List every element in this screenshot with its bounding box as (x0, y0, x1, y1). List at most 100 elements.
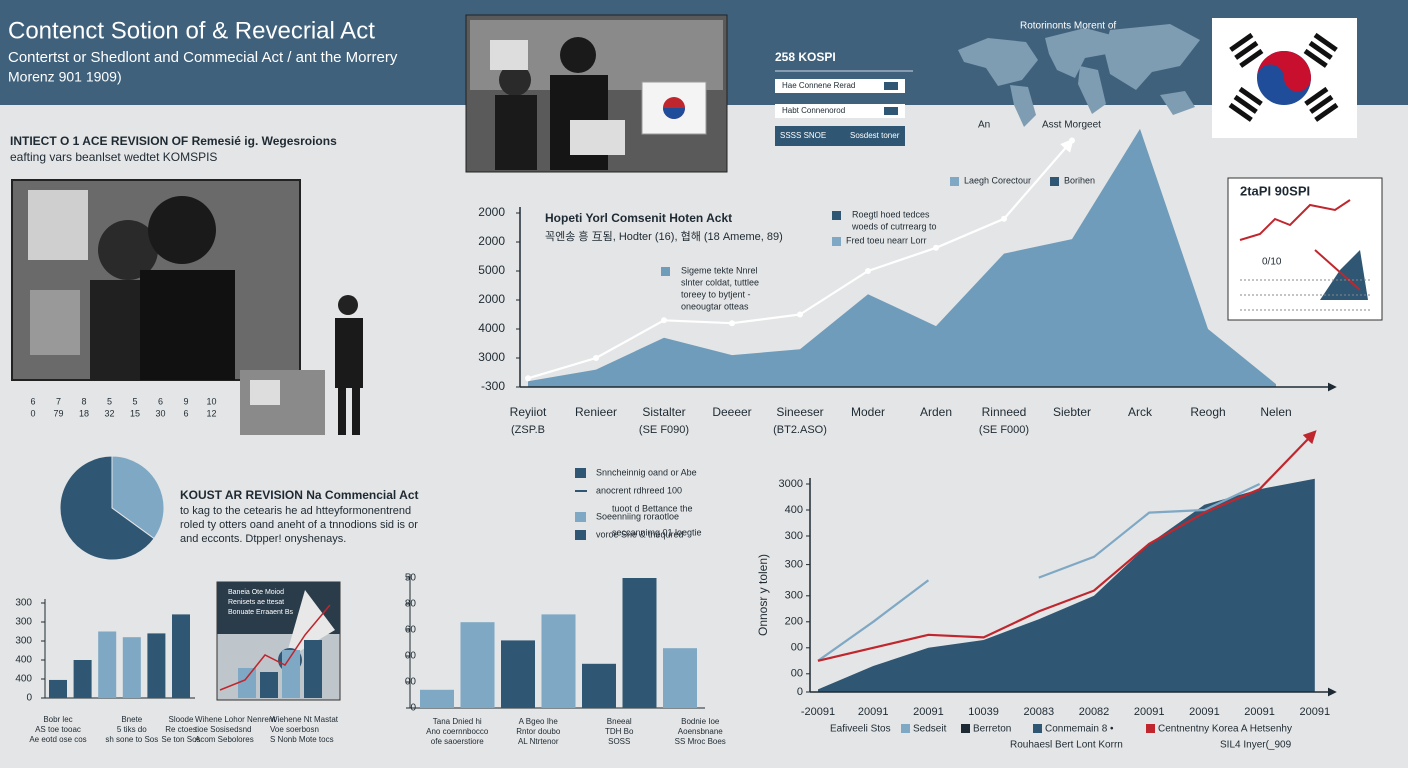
point (865, 268, 871, 274)
inset-text: Bonuate Erraaent Bs (228, 609, 293, 616)
legend-swatch (950, 177, 959, 186)
map-label: Asst Morgeet (1042, 120, 1101, 131)
point (1069, 137, 1075, 144)
caption: Wiehene Nt Mastat (270, 715, 339, 724)
scale-label: 18 (79, 408, 89, 418)
scale-label: 10 (206, 396, 216, 406)
x-tick-label: SOSS (608, 737, 630, 746)
inset-image (216, 581, 341, 701)
x-tick-label: ofe saoerstiore (431, 737, 484, 746)
inset-title: 2taPI 90SPI (1240, 183, 1310, 198)
x-tick-label: Reogh (1190, 405, 1225, 419)
pie-text: roled ty otters oand aneht of a tnnodion… (180, 519, 418, 531)
inset-label: 0/10 (1262, 257, 1282, 268)
point (661, 317, 667, 324)
x-tick-label: 20091 (913, 706, 944, 718)
scale-label: 15 (130, 408, 140, 418)
legend-label: woeds of cutrrearg to (851, 221, 937, 231)
x-tick-label: 20091 (858, 706, 889, 718)
line (817, 483, 1261, 662)
legend-note: Rouhaesl Bert Lont Korrn (1010, 740, 1123, 751)
legend-label: Fred toeu nearr Lorr (846, 235, 927, 245)
legend-note: seccannimg 01 loegtie (612, 527, 702, 537)
x-tick-label: Sistalter (642, 405, 685, 419)
bar (420, 689, 454, 708)
x-tick-label: Bobr lec (43, 715, 72, 724)
legend-label: Borihen (1064, 175, 1095, 185)
x-tick-label: Bodnie Ioe (681, 717, 720, 726)
y-tick-label: 0 (26, 693, 32, 704)
legend-swatch (1050, 177, 1059, 186)
pie-text: and ecconts. Dtpper! onyshenays. (180, 533, 346, 545)
box-row: SSSS SNOE (780, 131, 826, 140)
legend-label: Roegtl hoed tedces (852, 209, 930, 219)
x-tick-label: 20091 (1134, 706, 1165, 718)
area (528, 128, 1276, 387)
y-tick-label: 400 (15, 655, 32, 666)
subtitle: Contertst or Shedlont and Commecial Act … (8, 49, 398, 66)
legend-label: toreey to bytjent - (681, 289, 751, 299)
legend-swatch (832, 237, 841, 246)
x-tick-label: Ano coernnbocco (426, 727, 489, 736)
legend-label: anocrent rdhreed 100 (596, 485, 682, 495)
x-tick-label: SS Mroc Boes (675, 737, 726, 746)
legend-label: Soeenniing roraotloe (596, 511, 679, 521)
scale-label: 12 (206, 408, 216, 418)
legend-label: Sigeme tekte Nnrel (681, 265, 758, 275)
subtitle: Morenz 901 1909) (8, 69, 122, 85)
x-tick-label: Nelen (1260, 405, 1291, 419)
legend-swatch (661, 267, 670, 276)
world-map: Rotorinonts Morent of An Asst Morgeet (958, 21, 1200, 131)
legend-swatch (961, 724, 970, 733)
y-tick-label: 00 (405, 651, 417, 662)
x-tick-note: (ZSP.B (511, 424, 545, 436)
caption: tioe Sosisedsnd (195, 725, 251, 734)
legend-swatch (1146, 724, 1155, 733)
point (525, 375, 531, 382)
y-tick-label: 2000 (478, 205, 505, 219)
x-tick-label: TDH Bo (605, 727, 634, 736)
photo (11, 179, 363, 435)
inset-text: Renisets ae ttesat (228, 599, 284, 606)
y-tick-label: 00 (791, 668, 803, 680)
area (818, 478, 1315, 692)
x-tick-label: Se ton Sos (161, 735, 200, 744)
y-tick-label: 300 (785, 590, 803, 602)
x-tick-label: Arck (1128, 405, 1153, 419)
y-tick-label: 200 (785, 616, 803, 628)
pie-slice (59, 455, 155, 561)
y-tick-label: 3000 (478, 350, 505, 364)
x-tick-label: Rntor doubo (516, 727, 561, 736)
pie-slice (111, 455, 165, 540)
x-tick-label: AL Ntrtenor (518, 737, 559, 746)
y-tick-label: 4000 (478, 321, 505, 335)
scale-label: 6 (158, 396, 163, 406)
scale-label: 7 (56, 396, 61, 406)
section-subheading: eafting vars beanlset wedtet KOMSPIS (10, 150, 217, 164)
y-tick-label: 2000 (478, 234, 505, 248)
point (593, 355, 599, 361)
y-tick-label: 2000 (478, 292, 505, 306)
pie-title: KOUST AR REVISION Na Commencial Act (180, 488, 419, 502)
y-tick-label: 300 (15, 598, 32, 609)
x-tick-label: Re ctoes (165, 725, 197, 734)
legend-note: tuoot d Bettance the (612, 503, 693, 513)
legend-label: Sedseit (913, 724, 947, 735)
y-tick-label: 0 (410, 703, 416, 714)
box-row: Hae Connene Rerad (782, 81, 855, 90)
point (797, 311, 803, 318)
bar (501, 640, 535, 708)
scale-label: 0 (30, 408, 35, 418)
legend-swatch (1033, 724, 1042, 733)
x-tick-note: (SE F090) (639, 424, 689, 436)
y-tick-label: 3000 (779, 478, 803, 490)
x-tick-label: Siebter (1053, 405, 1091, 419)
legend-swatch (575, 512, 586, 522)
bar (122, 637, 141, 698)
scale-label: 30 (155, 408, 165, 418)
inset-chart: 2taPI 90SPI 0/10 (1227, 177, 1383, 321)
bar (622, 578, 657, 708)
bar (49, 679, 67, 698)
